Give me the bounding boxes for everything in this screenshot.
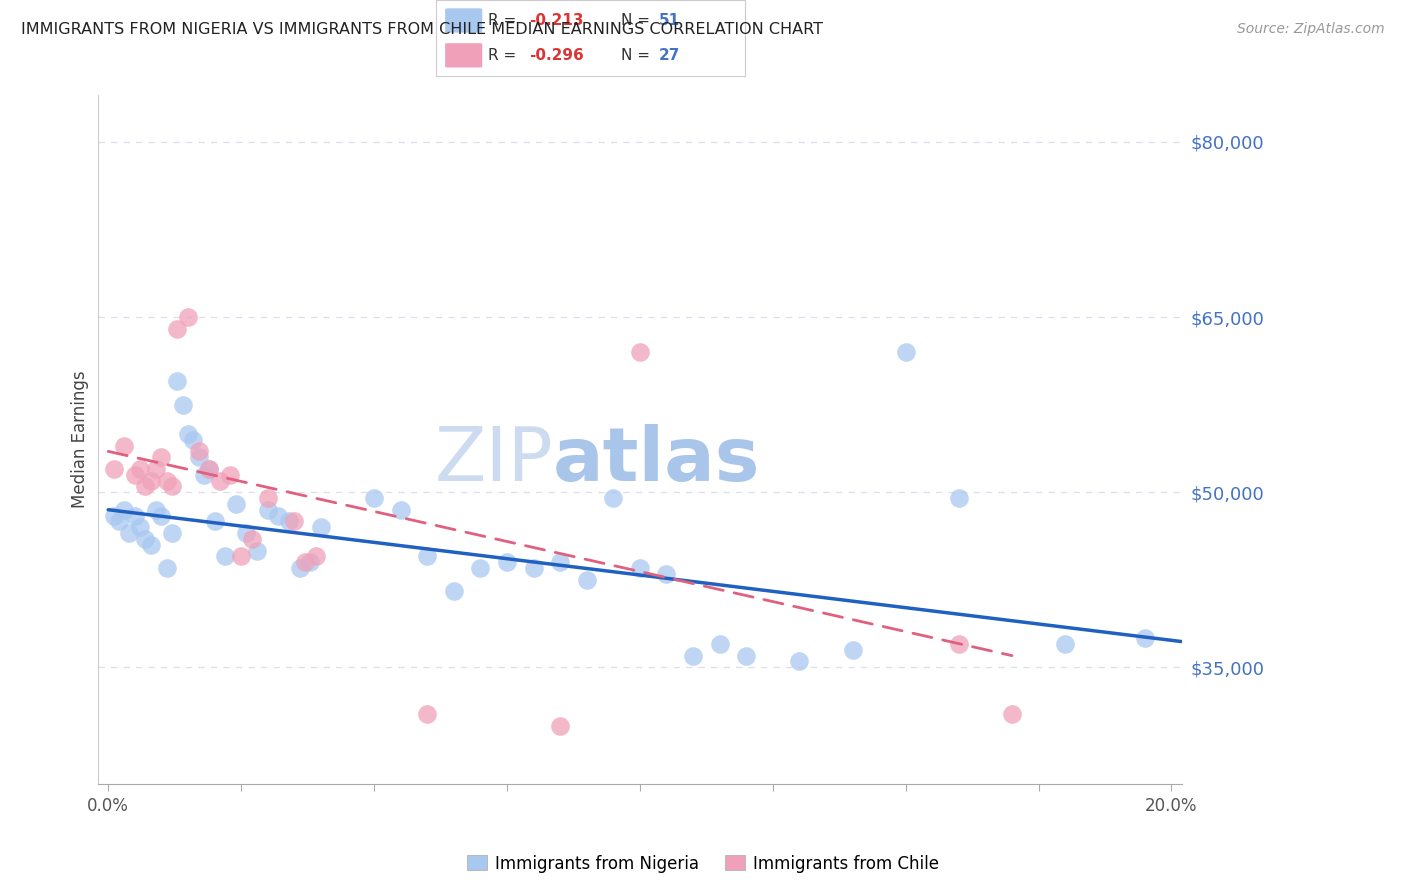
Point [225,497,247,511]
Text: Source: ZipAtlas.com: Source: ZipAtlas.com [1237,22,1385,37]
Point [129,520,152,534]
Point [299,555,322,569]
FancyBboxPatch shape [446,8,482,33]
Text: N =: N = [621,13,655,28]
Point [103,508,125,523]
Point [139,474,162,488]
Point [948,637,970,651]
Text: ZIP: ZIP [434,424,553,497]
Point [548,719,571,733]
Point [134,479,156,493]
Point [283,515,305,529]
Point [256,491,278,505]
Point [219,467,242,482]
Point [112,438,135,452]
Point [655,566,678,581]
Point [256,502,278,516]
Point [470,561,492,575]
Point [150,508,173,523]
Point [304,549,326,564]
Legend: Immigrants from Nigeria, Immigrants from Chile: Immigrants from Nigeria, Immigrants from… [461,848,945,880]
Point [240,532,263,546]
Point [177,426,200,441]
Point [198,462,221,476]
Point [156,474,179,488]
Point [208,474,231,488]
Point [235,526,257,541]
Point [443,584,465,599]
Point [841,642,863,657]
Point [628,561,651,575]
Point [187,444,209,458]
Point [894,345,917,359]
Point [288,561,311,575]
Point [129,462,152,476]
Point [363,491,385,505]
Point [1054,637,1077,651]
Point [682,648,704,663]
Point [124,467,146,482]
Point [118,526,141,541]
Point [735,648,758,663]
Point [496,555,519,569]
Text: R =: R = [488,13,522,28]
Y-axis label: Median Earnings: Median Earnings [72,371,89,508]
Point [416,549,439,564]
Point [134,532,156,546]
Point [575,573,598,587]
Point [139,538,162,552]
Point [548,555,571,569]
Point [160,479,183,493]
Point [522,561,544,575]
Point [709,637,731,651]
Text: R =: R = [488,48,522,62]
Point [150,450,173,465]
Point [108,515,131,529]
Point [389,502,412,516]
Point [1001,706,1024,721]
Text: IMMIGRANTS FROM NIGERIA VS IMMIGRANTS FROM CHILE MEDIAN EARNINGS CORRELATION CHA: IMMIGRANTS FROM NIGERIA VS IMMIGRANTS FR… [21,22,823,37]
Point [181,433,204,447]
Point [229,549,252,564]
Text: 51: 51 [658,13,679,28]
Text: 27: 27 [658,48,681,62]
Text: N =: N = [621,48,655,62]
Point [789,655,811,669]
Point [214,549,236,564]
Point [112,502,135,516]
Point [166,322,188,336]
Text: atlas: atlas [553,424,761,497]
Point [309,520,332,534]
Text: -0.213: -0.213 [529,13,583,28]
Point [204,515,226,529]
FancyBboxPatch shape [446,43,482,68]
Point [103,462,125,476]
Point [602,491,624,505]
Point [246,543,269,558]
Point [416,706,439,721]
Point [294,555,316,569]
Point [193,467,215,482]
Point [187,450,209,465]
Point [267,508,290,523]
Point [166,374,188,388]
Point [278,515,301,529]
Point [1133,631,1156,645]
Text: -0.296: -0.296 [529,48,583,62]
Point [145,462,167,476]
Point [124,508,146,523]
Point [172,398,194,412]
Point [198,462,221,476]
Point [948,491,970,505]
Point [145,502,167,516]
Point [160,526,183,541]
Point [628,345,651,359]
Point [177,310,200,324]
Point [156,561,179,575]
